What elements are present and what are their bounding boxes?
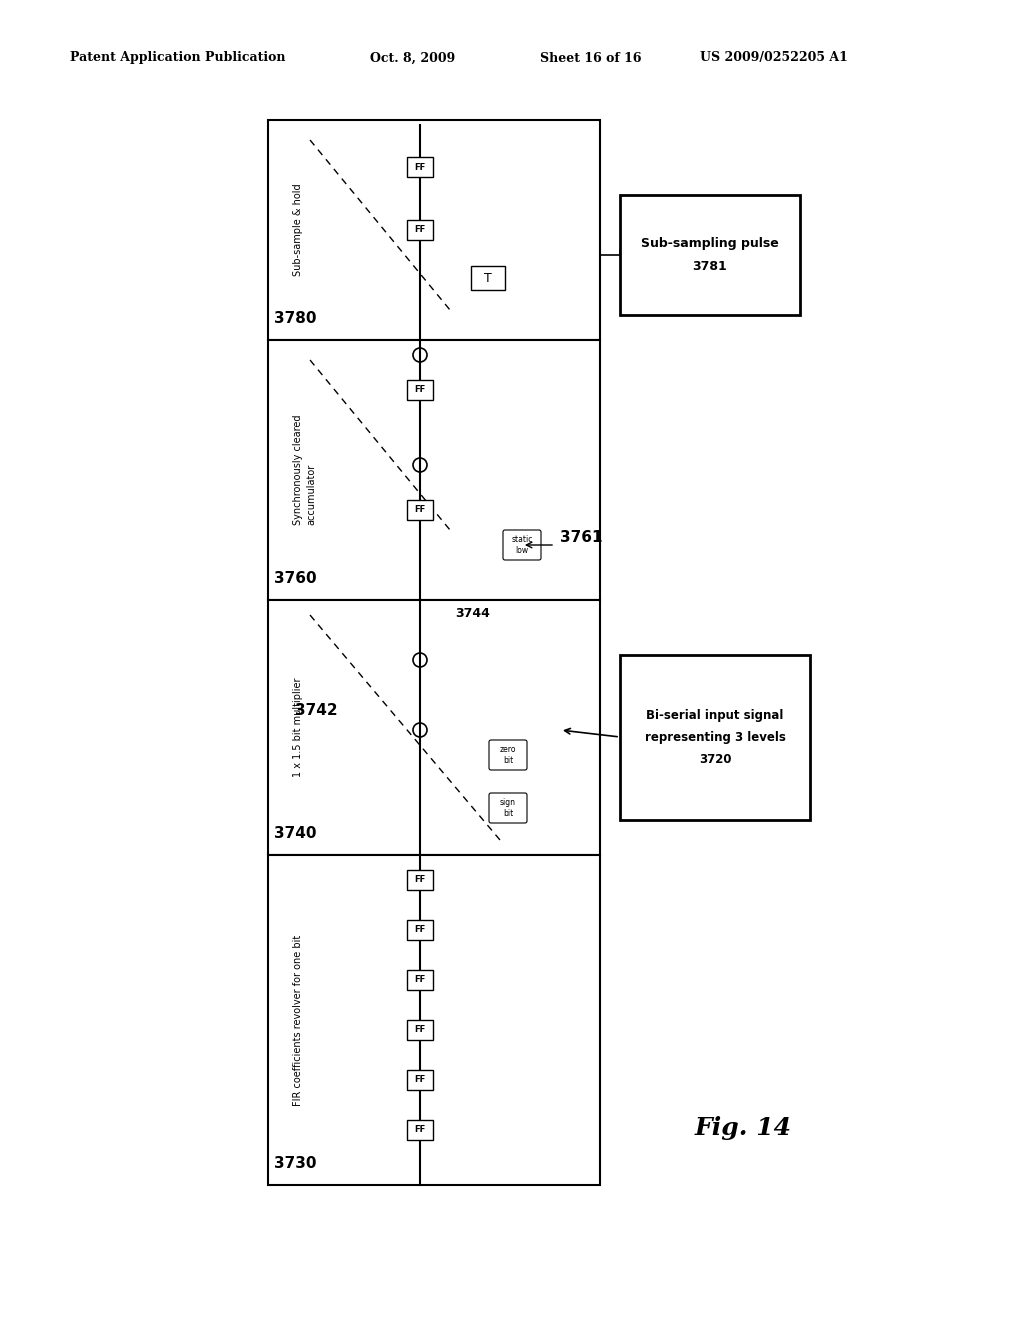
Bar <box>407 380 433 400</box>
Text: FF: FF <box>415 385 426 395</box>
Text: Sheet 16 of 16: Sheet 16 of 16 <box>540 51 641 65</box>
Text: 3730: 3730 <box>274 1156 316 1171</box>
Bar <box>268 120 600 341</box>
Text: FF: FF <box>415 875 426 884</box>
Text: Bi-serial input signal: Bi-serial input signal <box>646 709 783 722</box>
Bar <box>407 1119 433 1140</box>
Text: Fig. 14: Fig. 14 <box>695 1115 792 1140</box>
Bar <box>407 157 433 177</box>
Text: 3780: 3780 <box>274 312 316 326</box>
Bar <box>268 855 600 1185</box>
Bar <box>407 1071 433 1090</box>
Text: Sub-sample & hold: Sub-sample & hold <box>293 183 303 276</box>
Text: 3744: 3744 <box>455 607 489 620</box>
FancyBboxPatch shape <box>503 531 541 560</box>
Text: 3761: 3761 <box>560 531 602 545</box>
Text: 3740: 3740 <box>274 826 316 841</box>
Bar <box>407 970 433 990</box>
Text: 3720: 3720 <box>698 752 731 766</box>
Text: FF: FF <box>415 226 426 235</box>
Text: FF: FF <box>415 1076 426 1085</box>
Text: FIR coefficients revolver for one bit: FIR coefficients revolver for one bit <box>293 935 303 1106</box>
FancyBboxPatch shape <box>489 793 527 822</box>
Bar <box>407 500 433 520</box>
Text: FF: FF <box>415 1026 426 1035</box>
Bar <box>407 220 433 240</box>
Text: static
low: static low <box>511 536 532 554</box>
Bar <box>620 655 810 820</box>
Text: FF: FF <box>415 162 426 172</box>
Bar <box>268 601 600 855</box>
Text: US 2009/0252205 A1: US 2009/0252205 A1 <box>700 51 848 65</box>
Bar <box>407 1020 433 1040</box>
Text: Oct. 8, 2009: Oct. 8, 2009 <box>370 51 456 65</box>
Bar <box>268 341 600 601</box>
Text: Patent Application Publication: Patent Application Publication <box>70 51 286 65</box>
Text: representing 3 levels: representing 3 levels <box>644 731 785 744</box>
Text: 3781: 3781 <box>692 260 727 272</box>
Text: FF: FF <box>415 925 426 935</box>
Text: sign
bit: sign bit <box>500 799 516 817</box>
Text: T: T <box>484 272 492 285</box>
Bar <box>620 195 800 315</box>
Bar <box>471 267 505 290</box>
Text: 3760: 3760 <box>274 572 316 586</box>
FancyBboxPatch shape <box>489 741 527 770</box>
Text: FF: FF <box>415 1126 426 1134</box>
Text: 1 x 1.5 bit multiplier: 1 x 1.5 bit multiplier <box>293 677 303 777</box>
Bar <box>407 870 433 890</box>
Text: zero
bit: zero bit <box>500 746 516 764</box>
Bar <box>407 920 433 940</box>
Text: 3742: 3742 <box>295 704 338 718</box>
Text: FF: FF <box>415 506 426 515</box>
Text: Synchronously cleared
accumulator: Synchronously cleared accumulator <box>293 414 316 525</box>
Text: FF: FF <box>415 975 426 985</box>
Text: Sub-sampling pulse: Sub-sampling pulse <box>641 238 779 251</box>
